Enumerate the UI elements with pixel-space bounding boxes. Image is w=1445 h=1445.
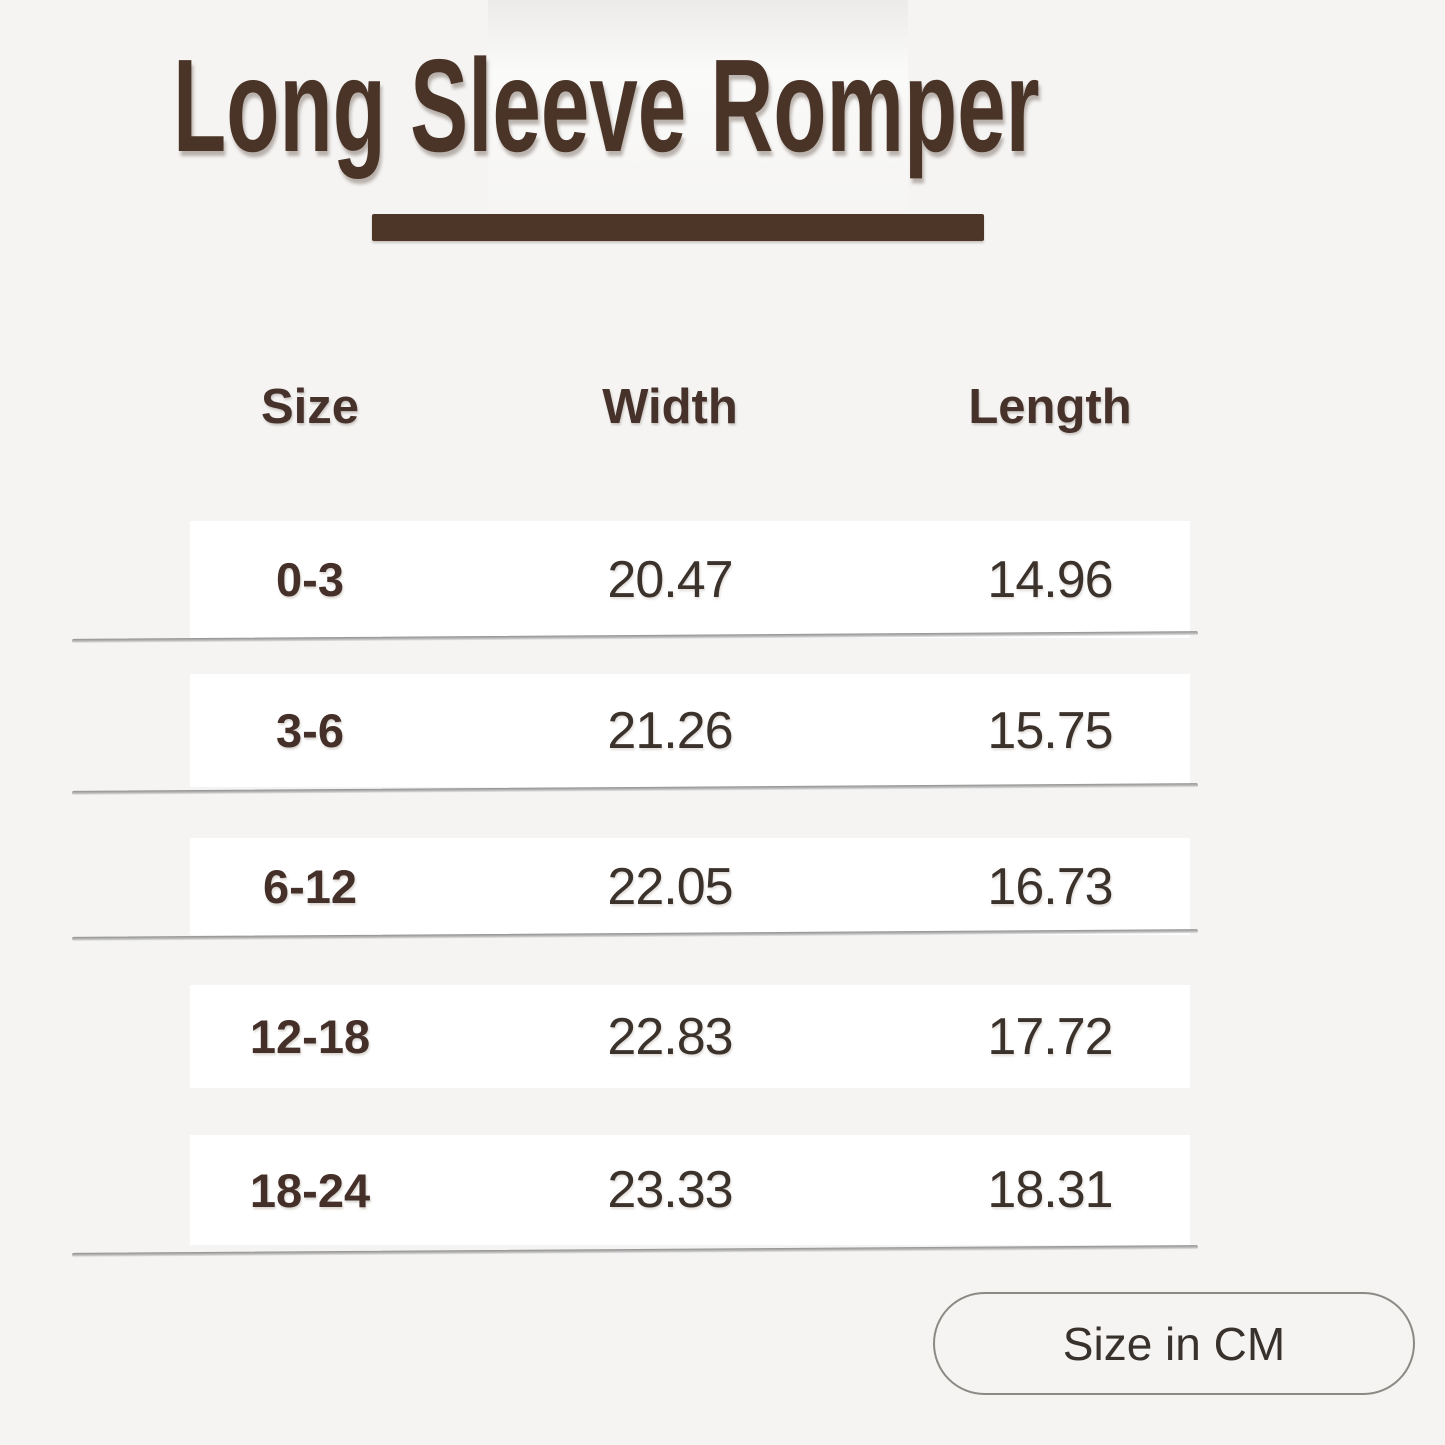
row-size-label: 18-24 <box>249 1163 371 1217</box>
row-size-label: 3-6 <box>276 704 344 757</box>
top-highlight-strip <box>488 0 908 238</box>
table-header-row: Size Width Length <box>190 378 1190 436</box>
unit-badge-label: Size in CM <box>1062 1317 1286 1370</box>
page-title-text: Long Sleeve Romper <box>173 32 1040 179</box>
page-title: Long Sleeve Romper <box>173 40 1445 172</box>
unit-badge: Size in CM <box>933 1292 1415 1395</box>
table-row: 6-12 22.05 16.73 <box>190 838 1190 935</box>
row-length-value: 16.73 <box>987 857 1113 916</box>
row-size-label: 12-18 <box>249 1010 371 1063</box>
row-length-value: 14.96 <box>987 550 1113 609</box>
table-row: 12-18 22.83 17.72 <box>190 985 1190 1088</box>
row-separator <box>71 1245 1199 1257</box>
row-size-label: 0-3 <box>276 553 344 606</box>
row-width-value: 21.26 <box>607 701 733 760</box>
column-header-size: Size <box>260 380 360 434</box>
row-length-value: 15.75 <box>987 701 1113 760</box>
column-header-width: Width <box>602 380 738 434</box>
row-size-label: 6-12 <box>262 860 358 913</box>
row-length-value: 18.31 <box>987 1161 1113 1219</box>
row-width-value: 20.47 <box>607 550 733 609</box>
row-width-value: 23.33 <box>607 1161 733 1219</box>
row-width-value: 22.05 <box>607 857 733 916</box>
table-row: 0-3 20.47 14.96 <box>190 521 1190 638</box>
title-underline-bar <box>372 214 984 241</box>
table-row: 18-24 23.33 18.31 <box>190 1135 1190 1245</box>
column-header-length: Length <box>968 380 1132 434</box>
row-width-value: 22.83 <box>607 1007 733 1066</box>
row-length-value: 17.72 <box>987 1007 1113 1066</box>
table-row: 3-6 21.26 15.75 <box>190 674 1190 787</box>
